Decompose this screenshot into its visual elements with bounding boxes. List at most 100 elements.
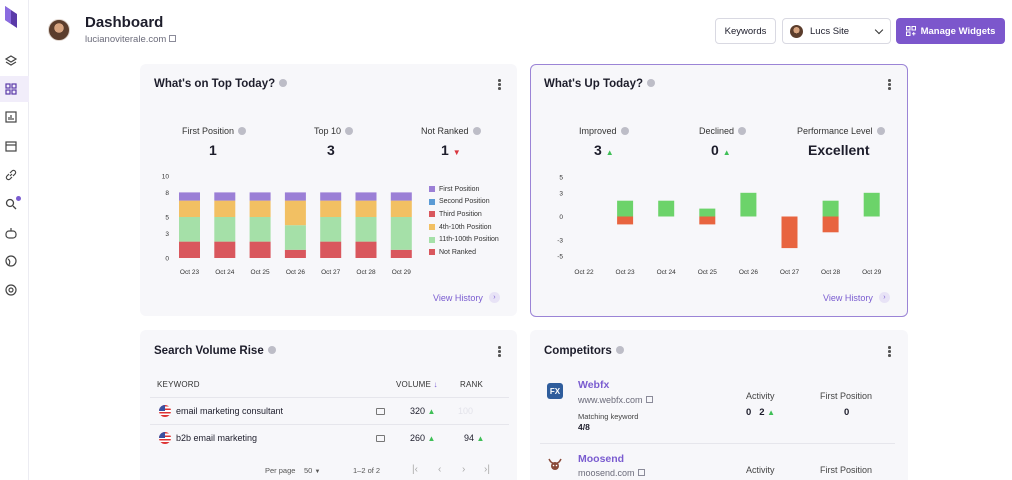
loss-bar[interactable]: [617, 216, 634, 225]
column-header-keyword[interactable]: KEYWORD: [157, 380, 200, 389]
up-arrow-icon: ▲: [427, 434, 436, 443]
info-icon[interactable]: [615, 345, 624, 354]
competitor-name[interactable]: Webfx: [578, 379, 610, 391]
site-domain[interactable]: lucianoviterale.com: [85, 34, 177, 45]
bar-segment[interactable]: [390, 192, 412, 201]
keywords-button[interactable]: Keywords: [715, 18, 776, 44]
bot-icon[interactable]: [4, 226, 18, 240]
bar-segment[interactable]: [320, 200, 342, 217]
info-icon[interactable]: [267, 345, 276, 354]
bar-segment[interactable]: [320, 192, 342, 201]
gain-bar[interactable]: [699, 208, 716, 217]
last-page-button[interactable]: ›|: [484, 464, 490, 475]
legend-item[interactable]: 4th-10th Position: [429, 221, 499, 234]
per-page-label: Per page: [265, 466, 296, 475]
gain-bar[interactable]: [658, 200, 675, 217]
legend-swatch: [429, 224, 435, 231]
gain-bar[interactable]: [740, 192, 757, 217]
gain-bar[interactable]: [822, 200, 839, 217]
table-row[interactable]: email marketing consultant 320 ▲ 100: [150, 397, 509, 424]
bar-segment[interactable]: [214, 200, 236, 217]
bar-segment[interactable]: [390, 249, 412, 258]
bar-segment[interactable]: [249, 200, 271, 217]
loss-bar[interactable]: [822, 216, 839, 233]
bar-segment[interactable]: [284, 192, 306, 201]
globe-icon[interactable]: [4, 254, 18, 268]
bar-segment[interactable]: [179, 217, 200, 242]
prev-page-button[interactable]: ‹: [438, 464, 442, 475]
info-icon[interactable]: [647, 78, 655, 87]
legend-item[interactable]: First Position: [429, 183, 499, 196]
bar-segment[interactable]: [179, 200, 200, 217]
competitor-name[interactable]: Moosend: [578, 453, 625, 465]
per-page-select[interactable]: 50 ▼: [304, 466, 321, 475]
bar-segment[interactable]: [355, 192, 377, 201]
competitor-url[interactable]: moosend.com: [578, 468, 645, 478]
x-tick-label: Oct 24: [657, 269, 677, 276]
bar-segment[interactable]: [390, 217, 412, 250]
info-icon[interactable]: [738, 126, 747, 135]
loss-bar[interactable]: [699, 216, 716, 225]
dashboard-icon[interactable]: [4, 82, 18, 96]
x-tick-label: Oct 24: [215, 269, 235, 276]
up-today-menu-icon[interactable]: [888, 79, 891, 90]
info-icon[interactable]: [279, 78, 288, 87]
bar-segment[interactable]: [249, 217, 271, 242]
competitor-url[interactable]: www.webfx.com: [578, 395, 653, 405]
bar-segment[interactable]: [214, 192, 236, 201]
target-icon[interactable]: [4, 283, 18, 297]
y-tick-label: 5: [559, 175, 563, 182]
search-volume-menu-icon[interactable]: [498, 346, 501, 357]
legend-item[interactable]: Third Position: [429, 208, 499, 221]
bar-segment[interactable]: [355, 217, 377, 242]
first-page-button[interactable]: |‹: [412, 464, 418, 475]
bar-segment[interactable]: [320, 241, 342, 258]
bar-segment[interactable]: [214, 217, 236, 242]
x-tick-label: Oct 26: [739, 269, 759, 276]
manage-widgets-button[interactable]: Manage Widgets: [896, 18, 1005, 44]
link-icon[interactable]: [4, 168, 18, 182]
bar-segment[interactable]: [284, 249, 306, 258]
column-header-rank[interactable]: RANK: [460, 380, 484, 389]
competitors-menu-icon[interactable]: [888, 346, 891, 357]
bar-segment[interactable]: [214, 241, 236, 258]
app-logo[interactable]: [5, 6, 17, 28]
bar-segment[interactable]: [320, 217, 342, 242]
layers-icon[interactable]: [4, 54, 18, 68]
loss-bar[interactable]: [781, 216, 798, 249]
gain-bar[interactable]: [863, 192, 880, 217]
gain-bar[interactable]: [617, 200, 634, 217]
keyword-cell: email marketing consultant: [176, 406, 284, 416]
bar-segment[interactable]: [249, 192, 271, 201]
bar-segment[interactable]: [179, 241, 200, 258]
legend-item[interactable]: 11th-100th Position: [429, 233, 499, 246]
top-today-view-history-link[interactable]: View History ›: [433, 292, 500, 303]
bar-segment[interactable]: [355, 200, 377, 217]
bar-segment[interactable]: [284, 225, 306, 250]
bar-segment[interactable]: [390, 200, 412, 217]
legend-item[interactable]: Not Ranked: [429, 246, 499, 259]
search-icon[interactable]: [4, 197, 18, 211]
info-icon[interactable]: [345, 126, 354, 135]
bar-segment[interactable]: [249, 241, 271, 258]
info-icon[interactable]: [238, 126, 247, 135]
activity-label: Activity: [746, 465, 775, 475]
calendar-icon[interactable]: [4, 139, 18, 153]
info-icon[interactable]: [876, 126, 885, 135]
bar-segment[interactable]: [355, 241, 377, 258]
caret-down-icon: ▼: [314, 469, 321, 475]
info-icon[interactable]: [620, 126, 629, 135]
column-header-volume[interactable]: VOLUME ↓: [396, 380, 438, 389]
bar-segment[interactable]: [284, 200, 306, 226]
next-page-button[interactable]: ›: [462, 464, 466, 475]
user-avatar[interactable]: [48, 19, 70, 41]
site-domain-text: lucianoviterale.com: [85, 34, 167, 45]
bar-chart-icon[interactable]: [4, 110, 18, 124]
top-today-menu-icon[interactable]: [498, 79, 501, 90]
legend-item[interactable]: Second Position: [429, 196, 499, 209]
bar-segment[interactable]: [179, 192, 200, 201]
table-row[interactable]: b2b email marketing 260 ▲ 94 ▲: [150, 424, 509, 451]
up-today-view-history-link[interactable]: View History ›: [823, 292, 890, 303]
info-icon[interactable]: [472, 126, 481, 135]
site-selector[interactable]: Lucs Site: [782, 18, 891, 44]
